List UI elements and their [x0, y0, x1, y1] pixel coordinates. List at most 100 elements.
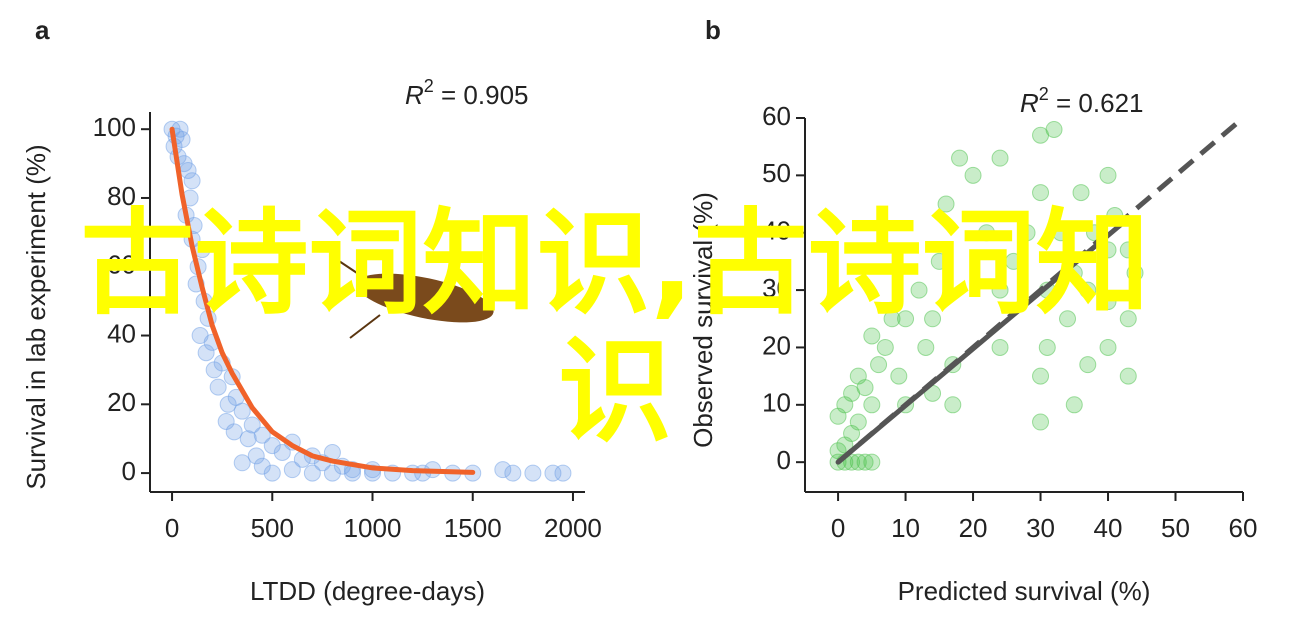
r-squared: R2 = 0.905: [405, 76, 529, 110]
data-point: [283, 461, 301, 479]
panel-label: b: [705, 15, 721, 45]
data-point: [197, 344, 215, 362]
data-point: [978, 224, 996, 242]
data-point: [930, 252, 948, 270]
data-point: [1072, 184, 1090, 202]
data-point: [849, 453, 867, 471]
data-point: [1106, 207, 1124, 225]
data-point: [1052, 224, 1070, 242]
r-symbol: R: [1020, 88, 1039, 118]
data-point: [1079, 356, 1097, 374]
data-point: [225, 423, 243, 441]
data-point: [263, 437, 281, 455]
y-tick-label: 30: [762, 273, 791, 303]
data-point: [1126, 264, 1144, 282]
data-point: [843, 453, 861, 471]
data-point: [273, 443, 291, 461]
data-point: [897, 310, 915, 328]
r-value: = 0.905: [434, 80, 529, 110]
y-tick-label: 0: [122, 456, 136, 486]
data-point: [554, 464, 572, 482]
x-tick-label: 40: [1094, 513, 1123, 543]
data-point: [829, 442, 847, 460]
data-point: [991, 338, 1009, 356]
x-tick-label: 2000: [544, 513, 602, 543]
x-tick-label: 500: [251, 513, 294, 543]
data-point: [1086, 224, 1104, 242]
data-point: [1119, 367, 1137, 385]
data-point: [263, 464, 281, 482]
data-point: [1038, 338, 1056, 356]
data-point: [863, 327, 881, 345]
data-point: [253, 457, 271, 475]
x-tick-label: 0: [831, 513, 845, 543]
y-tick-label: 0: [777, 445, 791, 475]
x-tick-label: 0: [165, 513, 179, 543]
data-point: [856, 453, 874, 471]
data-point: [494, 461, 512, 479]
data-point: [247, 447, 265, 465]
data-point: [504, 464, 522, 482]
data-point: [1079, 281, 1097, 299]
data-point: [1005, 252, 1023, 270]
data-point: [243, 416, 261, 434]
y-tick-label: 60: [762, 101, 791, 131]
data-point: [233, 402, 251, 420]
y-axis-label: Observed survival (%): [688, 192, 718, 448]
data-point: [910, 281, 928, 299]
data-point: [1119, 310, 1137, 328]
data-point: [253, 426, 271, 444]
data-point: [1065, 396, 1083, 414]
data-point: [870, 356, 888, 374]
data-point: [303, 464, 321, 482]
data-point: [209, 378, 227, 396]
data-point: [323, 464, 341, 482]
data-point: [1059, 310, 1077, 328]
x-tick-label: 60: [1229, 513, 1258, 543]
data-point: [1099, 293, 1117, 311]
r-value: = 0.621: [1049, 88, 1144, 118]
data-point: [524, 464, 542, 482]
data-point: [951, 149, 969, 167]
data-point: [924, 310, 942, 328]
r-squared: R2 = 0.621: [1020, 84, 1144, 118]
data-point: [863, 453, 881, 471]
x-tick-label: 20: [959, 513, 988, 543]
data-point: [964, 166, 982, 184]
r-power: 2: [1039, 84, 1049, 104]
y-tick-label: 100: [93, 112, 136, 142]
data-point: [1099, 241, 1117, 259]
data-point: [937, 195, 955, 213]
data-point: [233, 454, 251, 472]
y-tick-label: 40: [762, 216, 791, 246]
x-tick-label: 1000: [344, 513, 402, 543]
data-point: [1032, 184, 1050, 202]
fit-line: [835, 215, 1131, 465]
data-point: [183, 172, 201, 190]
data-point: [876, 338, 894, 356]
x-axis-label: LTDD (degree-days): [250, 576, 485, 606]
data-point: [1099, 338, 1117, 356]
r-power: 2: [424, 76, 434, 96]
data-point: [1032, 367, 1050, 385]
data-point: [1032, 413, 1050, 431]
panel-label: a: [35, 15, 50, 45]
data-point: [890, 367, 908, 385]
x-axis-label: Predicted survival (%): [898, 576, 1151, 606]
data-point: [863, 396, 881, 414]
x-tick-label: 10: [891, 513, 920, 543]
data-point: [1119, 241, 1137, 259]
fit-line: [169, 126, 476, 475]
y-tick-label: 20: [762, 330, 791, 360]
y-tick-label: 80: [107, 181, 136, 211]
r-symbol: R: [405, 80, 424, 110]
x-tick-label: 1500: [444, 513, 502, 543]
y-axis-label: Survival in lab experiment (%): [21, 144, 51, 489]
data-point: [991, 281, 1009, 299]
data-point: [856, 379, 874, 397]
data-point: [991, 149, 1009, 167]
data-point: [1099, 166, 1117, 184]
data-point: [1018, 224, 1036, 242]
